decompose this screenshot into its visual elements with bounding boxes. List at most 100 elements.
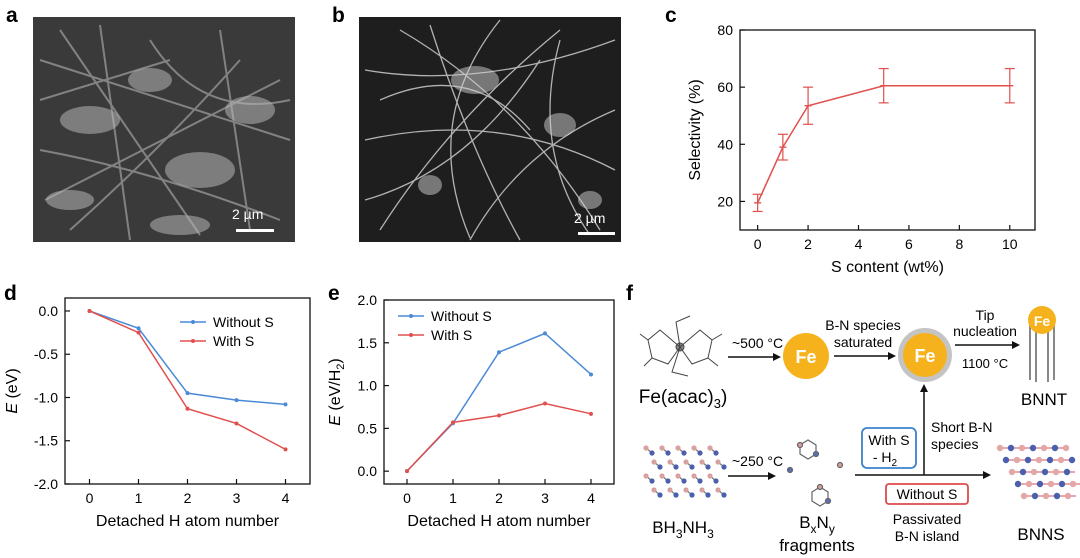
bnns-atom [1014, 480, 1022, 488]
boron-atom [699, 487, 705, 493]
bh3nh3-crystal [643, 445, 727, 498]
series-line [89, 310, 286, 451]
without-s-box [885, 483, 969, 505]
bnnt-fe-label: Fe [1034, 313, 1051, 329]
fe-acac-molecule [639, 315, 723, 377]
nitrogen-atom [649, 450, 655, 456]
boron-atom [659, 445, 665, 451]
boron-atom [699, 459, 705, 465]
sem-texture-a [39, 24, 291, 241]
arrow-250-head [768, 472, 776, 480]
boron-atom [651, 487, 657, 493]
bnns-atom [1007, 444, 1015, 452]
boron-atom [707, 445, 713, 451]
legend-label: Without S [213, 314, 274, 330]
bnns-atom [1036, 480, 1044, 488]
with-s-box [861, 427, 917, 469]
x-tick-label: 3 [233, 490, 241, 506]
x-tick-label: 2 [184, 490, 192, 506]
legend-label: Without S [431, 308, 492, 324]
bnns-atom [1063, 468, 1071, 476]
scale-bar-b [578, 232, 615, 235]
fe-particle-2-label: Fe [914, 346, 935, 366]
y-axis-label: E (eV) [4, 368, 21, 413]
bnns-atom [1042, 492, 1050, 500]
bnns-atom [1068, 456, 1076, 464]
arrow-saturated-head [888, 352, 896, 360]
bnns-atom [1035, 456, 1043, 464]
nitrogen-atom [649, 478, 655, 484]
label-500c: ~500 °C [732, 335, 783, 351]
x-tick-label: 2 [804, 236, 812, 252]
data-point [497, 350, 501, 355]
data-point [543, 331, 547, 336]
bnns-atom [996, 444, 1004, 452]
data-point [497, 413, 501, 418]
species-label: species [931, 436, 978, 452]
label-tip: Tip [976, 307, 995, 323]
data-point [185, 406, 190, 411]
bnns-atom [1002, 456, 1010, 464]
boron-atom [707, 473, 713, 479]
nitrogen-atom [657, 492, 663, 498]
bnns-atom [1040, 444, 1048, 452]
boron-atom [659, 473, 665, 479]
bnns-atom [1053, 492, 1061, 500]
y-axis-label: E (eV/H2) [327, 358, 347, 425]
bnns-atom [1013, 456, 1021, 464]
fe-acac-label: Fe(acac)3) [639, 387, 728, 411]
sem-blobs-b [418, 66, 602, 209]
panel-b: b 2 µm [332, 4, 621, 242]
panel-label-d: d [4, 282, 17, 305]
nitrogen-atom [713, 450, 719, 456]
bnns-atom [1008, 468, 1016, 476]
panel-d: d 0 1 2 3 4 0.0 -0.5 -1.0 -1.5 -2.0 Detached H ato… [4, 282, 311, 530]
nitrogen-atom [673, 464, 679, 470]
y-tick-label: 80 [717, 22, 733, 38]
fe-particle-1-label: Fe [795, 347, 816, 367]
panel-a: a 2 µm [6, 4, 295, 242]
data-point [136, 326, 141, 331]
panel-label-b: b [332, 4, 345, 27]
x-axis-label: S content (wt%) [831, 259, 944, 276]
data-point [234, 421, 239, 426]
label-saturated: saturated [834, 334, 892, 350]
scale-bar-label-a: 2 µm [232, 206, 263, 222]
label-250c: ~250 °C [732, 453, 783, 469]
chart-e: 0 1 2 3 4 0.0 0.5 1.0 1.5 2.0 Detached H atom numb… [327, 292, 615, 530]
nitrogen-atom [697, 478, 703, 484]
arrow-bnns-head [983, 471, 991, 479]
y-tick-label: 0.0 [358, 463, 378, 479]
panel-label-e: e [328, 282, 340, 305]
bnns-atom [1052, 468, 1060, 476]
without-s-label: Without S [897, 486, 958, 502]
legend-label: With S [213, 333, 254, 349]
arrow-up-head [920, 384, 928, 392]
bnns-atom [1062, 444, 1070, 452]
x-axis-label: Detached H atom number [96, 513, 280, 530]
data-point [283, 447, 288, 452]
scale-bar-a [236, 229, 274, 232]
boron-atom [683, 487, 689, 493]
x-tick-label: 10 [1002, 236, 1018, 252]
nitrogen-atom [689, 464, 695, 470]
boron-atom [715, 459, 721, 465]
legend-marker [409, 314, 413, 318]
chart-d: 0 1 2 3 4 0.0 -0.5 -1.0 -1.5 -2.0 Detached H atom … [4, 297, 311, 530]
data-point [283, 402, 288, 407]
x-tick-label: 0 [86, 490, 94, 506]
nitrogen-atom [681, 478, 687, 484]
nitrogen-atom [721, 464, 727, 470]
plot-frame [739, 29, 1036, 231]
boron-atom [691, 473, 697, 479]
chart-c: 0 2 4 6 8 10 20 40 60 80 S content (wt%) Selectivit… [687, 22, 1036, 276]
y-tick-label: -1.0 [34, 389, 58, 405]
arrow-tip-head [1012, 341, 1020, 349]
bnns-atom [1025, 480, 1033, 488]
bnns-sheet [996, 444, 1080, 500]
arrow-500-head [773, 353, 781, 361]
bnns-atom [1046, 456, 1054, 464]
bnns-atom [1069, 480, 1077, 488]
x-tick-label: 1 [449, 490, 457, 506]
